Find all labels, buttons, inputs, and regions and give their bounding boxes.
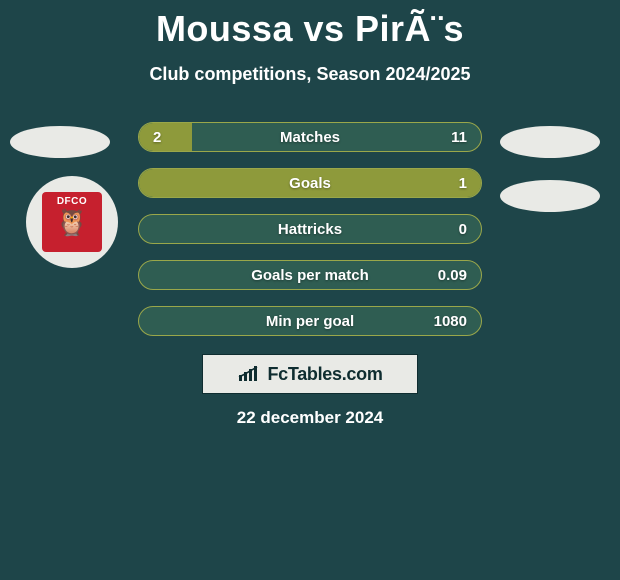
branding-box: FcTables.com — [202, 354, 418, 394]
club1-crest-owl-icon: 🦉 — [56, 209, 88, 235]
club2-oval — [500, 180, 600, 212]
bar-label: Matches — [139, 123, 481, 152]
bar-right-value: 1080 — [434, 307, 467, 336]
generated-date: 22 december 2024 — [0, 408, 620, 428]
bar-right-value: 11 — [451, 123, 467, 152]
bar-right-value: 1 — [459, 169, 467, 198]
bar-matches: 2 Matches 11 — [138, 122, 482, 152]
bar-goals: Goals 1 — [138, 168, 482, 198]
bar-label: Min per goal — [139, 307, 481, 336]
subtitle: Club competitions, Season 2024/2025 — [0, 64, 620, 85]
bar-label: Hattricks — [139, 215, 481, 244]
player1-oval — [10, 126, 110, 158]
fctables-chart-icon — [237, 365, 261, 383]
club1-crest: DFCO 🦉 — [26, 176, 118, 268]
club1-crest-text: DFCO — [57, 196, 87, 207]
club1-crest-inner: DFCO 🦉 — [42, 192, 102, 252]
bar-min-per-goal: Min per goal 1080 — [138, 306, 482, 336]
bar-goals-per-match: Goals per match 0.09 — [138, 260, 482, 290]
stat-bars: 2 Matches 11 Goals 1 Hattricks 0 Goals p… — [138, 122, 482, 352]
bar-hattricks: Hattricks 0 — [138, 214, 482, 244]
bar-label: Goals per match — [139, 261, 481, 290]
page-title: Moussa vs PirÃ¨s — [0, 0, 620, 50]
player2-oval — [500, 126, 600, 158]
bar-label: Goals — [139, 169, 481, 198]
branding-text: FcTables.com — [267, 364, 382, 385]
bar-right-value: 0 — [459, 215, 467, 244]
bar-right-value: 0.09 — [438, 261, 467, 290]
